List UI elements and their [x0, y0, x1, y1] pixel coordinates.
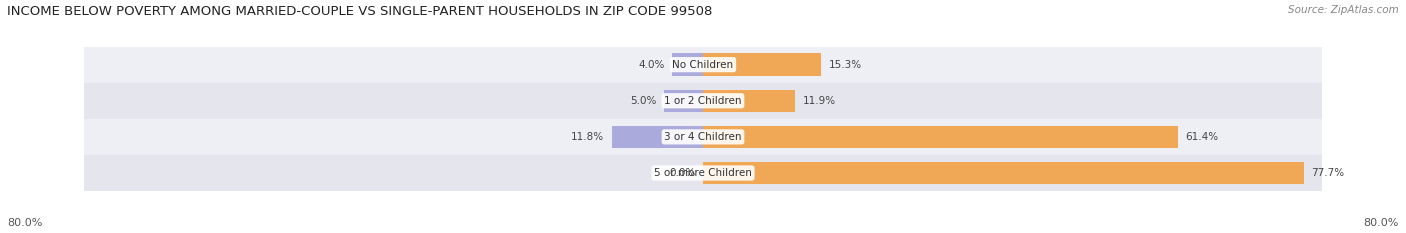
Text: 5 or more Children: 5 or more Children [654, 168, 752, 178]
Text: 11.8%: 11.8% [571, 132, 605, 142]
Text: 4.0%: 4.0% [638, 60, 665, 70]
Text: No Children: No Children [672, 60, 734, 70]
Text: Source: ZipAtlas.com: Source: ZipAtlas.com [1288, 5, 1399, 15]
Bar [703, 89, 794, 112]
Bar [84, 119, 1322, 155]
Bar [703, 126, 1178, 148]
Text: 61.4%: 61.4% [1185, 132, 1219, 142]
Text: 80.0%: 80.0% [1364, 218, 1399, 228]
Bar [703, 162, 1303, 184]
Text: 80.0%: 80.0% [7, 218, 42, 228]
Bar [84, 47, 1322, 83]
Bar [672, 53, 703, 76]
Text: 11.9%: 11.9% [803, 96, 837, 106]
Bar [84, 83, 1322, 119]
Text: 5.0%: 5.0% [630, 96, 657, 106]
Text: 15.3%: 15.3% [830, 60, 862, 70]
Bar [84, 155, 1322, 191]
Text: 0.0%: 0.0% [669, 168, 696, 178]
Bar [703, 53, 821, 76]
Text: 1 or 2 Children: 1 or 2 Children [664, 96, 742, 106]
Bar [612, 126, 703, 148]
Bar [665, 89, 703, 112]
Text: INCOME BELOW POVERTY AMONG MARRIED-COUPLE VS SINGLE-PARENT HOUSEHOLDS IN ZIP COD: INCOME BELOW POVERTY AMONG MARRIED-COUPL… [7, 5, 713, 18]
Text: 77.7%: 77.7% [1312, 168, 1344, 178]
Text: 3 or 4 Children: 3 or 4 Children [664, 132, 742, 142]
